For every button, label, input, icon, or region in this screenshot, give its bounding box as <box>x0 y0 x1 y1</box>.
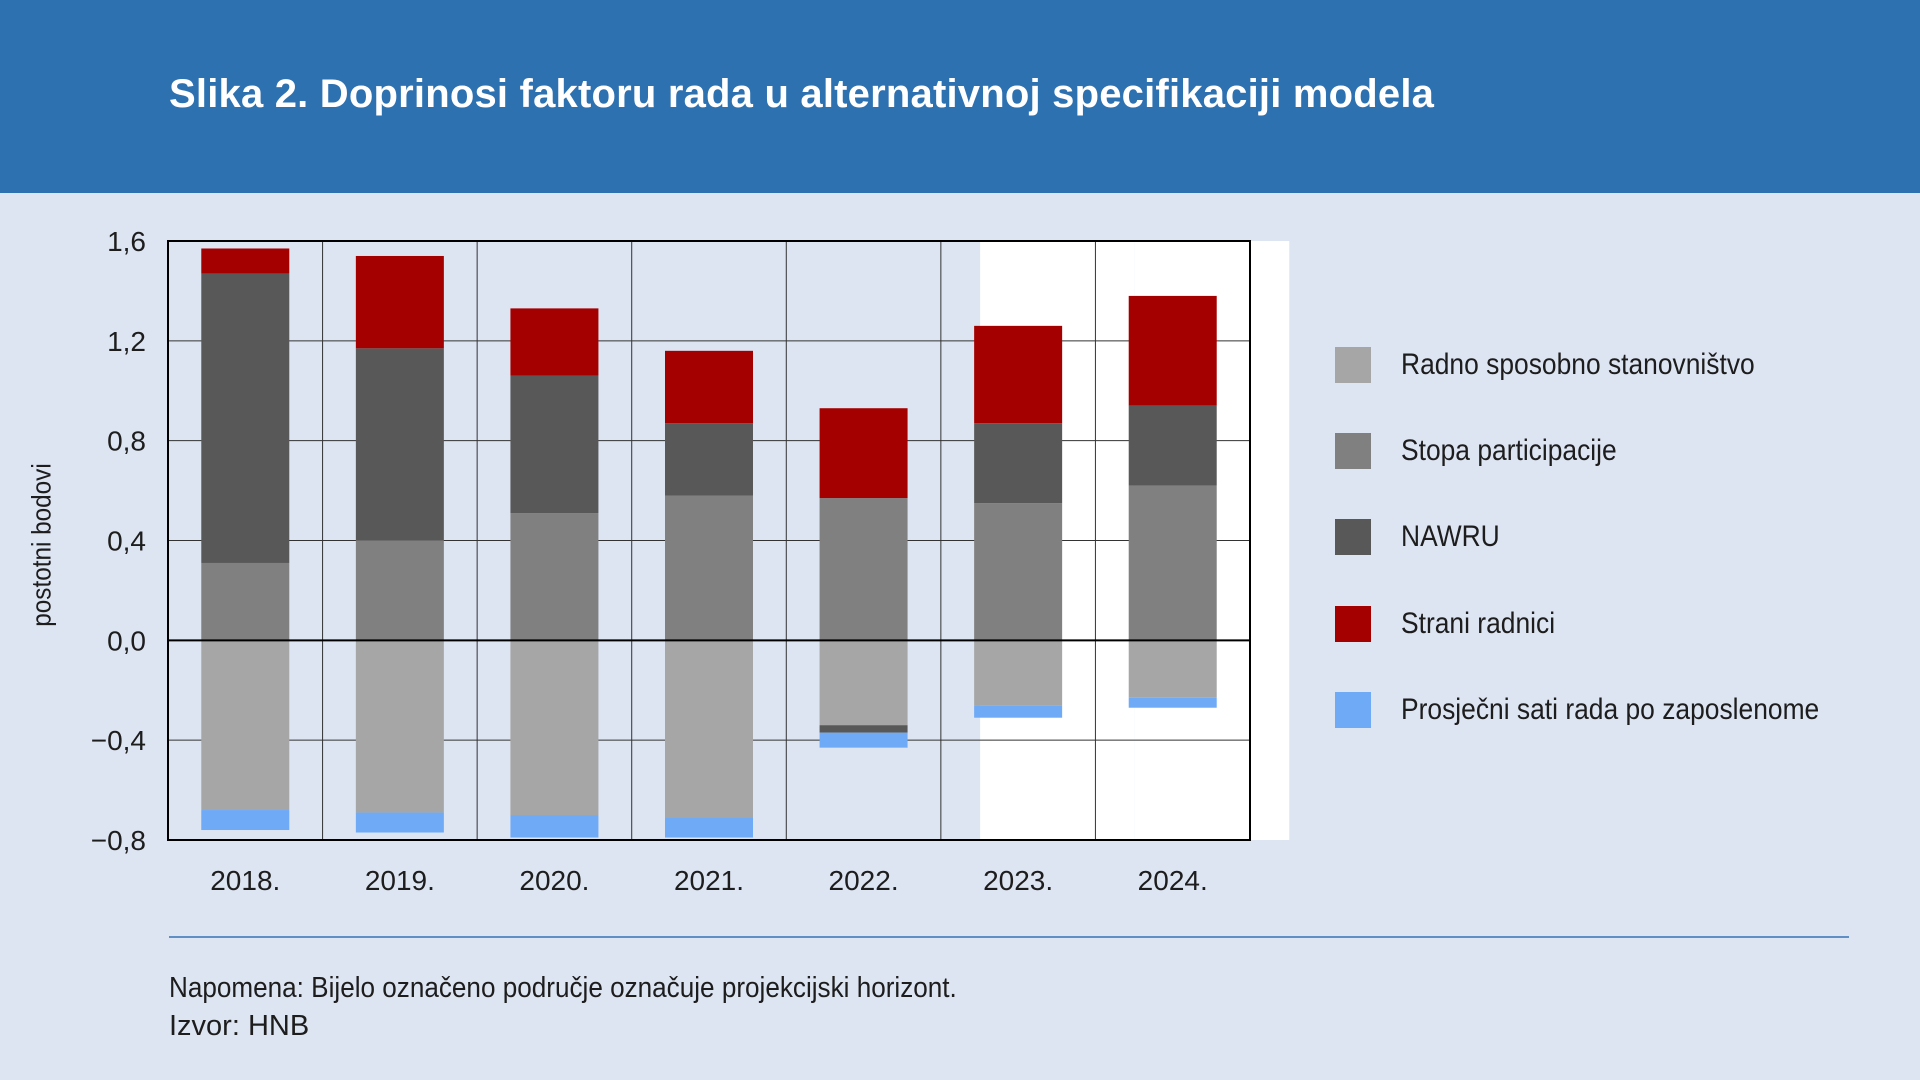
legend-label-sati: Prosječni sati rada po zaposlenome <box>1401 693 1820 726</box>
bar-radno-2018 <box>201 640 290 811</box>
legend-label-strani: Strani radnici <box>1401 607 1556 640</box>
legend-label-nawru: NAWRU <box>1401 520 1500 553</box>
bar-strani-2018 <box>201 248 290 274</box>
x-tick-label: 2022. <box>829 865 899 896</box>
bar-stopa-2018 <box>201 562 290 641</box>
chart-area: −0,8 −0,4 0,0 0,4 0,8 1,2 1,6 2018. 2019. 2020. 20… <box>91 226 1290 896</box>
y-tick-label: 0,4 <box>107 526 146 557</box>
plot-frame <box>167 240 1251 841</box>
legend-item-radno: Radno sposobno stanovništvo <box>1335 345 1803 385</box>
bar-strani-2020 <box>510 308 599 376</box>
bar-sati-2022 <box>819 732 908 748</box>
x-tick-label: 2023. <box>983 865 1053 896</box>
bar-radno-2022 <box>819 640 908 726</box>
chart-title: Slika 2. Doprinosi faktoru rada u altern… <box>169 72 1435 116</box>
footer-note: Napomena: Bijelo označeno područje označ… <box>169 972 957 1004</box>
bar-nawru-2019 <box>355 348 444 541</box>
bar-nawru-2022 <box>819 725 908 733</box>
bar-stopa-2020 <box>510 513 599 641</box>
bar-sati-2019 <box>355 812 444 833</box>
bar-strani-2019 <box>355 255 444 349</box>
bar-radno-2021 <box>665 640 753 818</box>
bar-strani-2023 <box>974 325 1063 424</box>
footer-source: Izvor: HNB <box>169 1010 310 1042</box>
bar-sati-2024 <box>1128 697 1217 708</box>
y-tick-label: −0,8 <box>91 825 146 856</box>
bar-nawru-2023 <box>974 423 1063 504</box>
legend-swatch-strani <box>1335 606 1371 642</box>
bar-radno-2019 <box>355 640 444 813</box>
bar-strani-2022 <box>819 408 908 499</box>
bar-stopa-2021 <box>665 495 753 641</box>
bar-sati-2023 <box>974 705 1063 718</box>
legend-swatch-radno <box>1335 347 1371 383</box>
bar-sati-2021 <box>665 817 753 838</box>
bar-nawru-2024 <box>1128 405 1217 486</box>
bar-stopa-2023 <box>974 503 1063 641</box>
header-bar: Slika 2. Doprinosi faktoru rada u altern… <box>0 0 1920 193</box>
bar-stopa-2019 <box>355 540 444 641</box>
y-tick-label: −0,4 <box>91 725 146 756</box>
x-tick-label: 2019. <box>365 865 435 896</box>
y-tick-label: 1,2 <box>107 326 146 357</box>
y-tick-label: 0,0 <box>107 625 146 656</box>
legend-item-sati: Prosječni sati rada po zaposlenome <box>1335 690 1876 730</box>
x-tick-label: 2020. <box>519 865 589 896</box>
bar-nawru-2018 <box>201 273 290 563</box>
x-tick-label: 2024. <box>1138 865 1208 896</box>
bar-stopa-2022 <box>819 498 908 641</box>
bar-sati-2018 <box>201 810 290 831</box>
bar-nawru-2020 <box>510 375 599 514</box>
x-tick-label: 2018. <box>210 865 280 896</box>
bar-stopa-2024 <box>1128 485 1217 641</box>
y-tick-label: 1,6 <box>107 226 146 257</box>
legend-swatch-stopa <box>1335 433 1371 469</box>
y-tick-label: 0,8 <box>107 426 146 457</box>
bar-sati-2020 <box>510 815 599 838</box>
x-tick-label: 2021. <box>674 865 744 896</box>
bar-strani-2024 <box>1128 295 1217 406</box>
legend-swatch-nawru <box>1335 519 1371 555</box>
bar-radno-2020 <box>510 640 599 816</box>
bar-radno-2024 <box>1128 640 1217 698</box>
legend-item-strani: Strani radnici <box>1335 604 1576 644</box>
legend-label-radno: Radno sposobno stanovništvo <box>1401 348 1755 381</box>
bar-nawru-2021 <box>665 423 753 496</box>
legend-swatch-sati <box>1335 692 1371 728</box>
legend-item-stopa: Stopa participacije <box>1335 431 1646 471</box>
footer-divider <box>169 936 1849 938</box>
bar-strani-2021 <box>665 350 753 424</box>
legend-item-nawru: NAWRU <box>1335 517 1513 557</box>
legend-label-stopa: Stopa participacije <box>1401 434 1617 467</box>
bar-radno-2023 <box>974 640 1063 706</box>
